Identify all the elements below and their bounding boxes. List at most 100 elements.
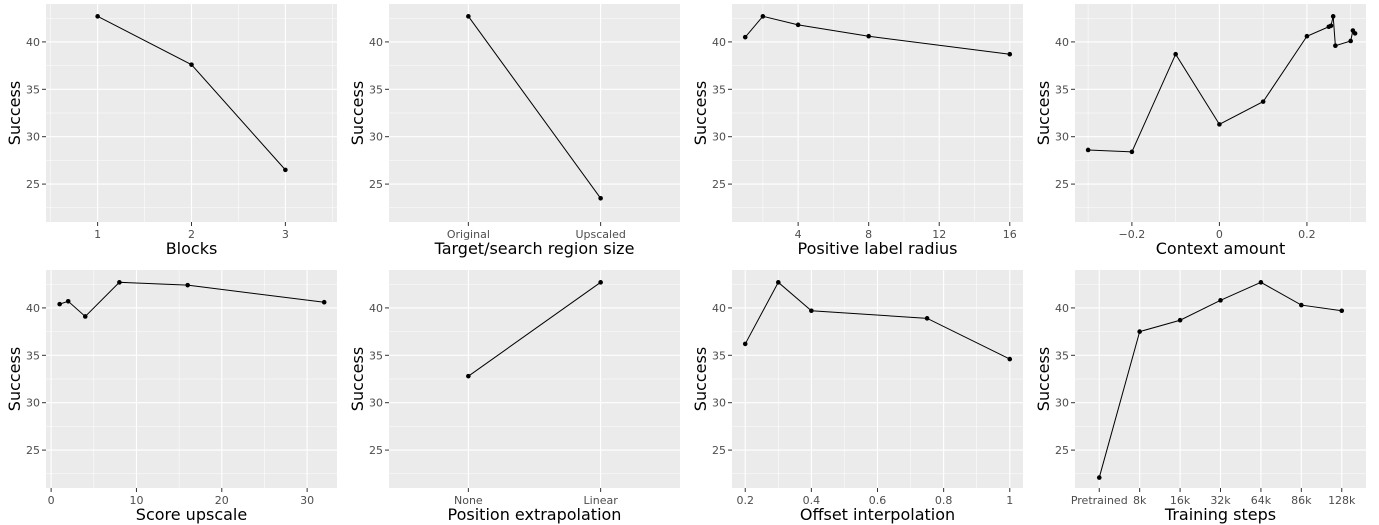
y-tick-label: 30 <box>26 131 40 144</box>
y-tick-label: 30 <box>712 397 726 410</box>
data-point <box>1352 31 1358 36</box>
chart-panel-context-amount: 25 30 35 40 −0.2 0 0.2 Context amount Success <box>1034 4 1366 258</box>
y-tick-label: 35 <box>1055 83 1069 96</box>
x-axis-title: Score upscale <box>136 505 247 524</box>
data-point <box>775 280 781 285</box>
y-axis-title: Success <box>691 347 710 411</box>
x-tick-label: 30 <box>300 494 314 507</box>
data-point <box>283 167 288 173</box>
data-point <box>466 14 471 19</box>
data-point <box>1330 14 1336 19</box>
data-point <box>1299 302 1304 308</box>
y-tick-label: 30 <box>369 131 383 144</box>
data-point <box>598 280 603 285</box>
data-point <box>466 373 471 379</box>
data-point <box>82 314 88 319</box>
x-axis-title: Context amount <box>1156 239 1286 258</box>
y-tick-label: 25 <box>26 178 40 191</box>
data-point <box>117 280 122 285</box>
y-axis-title: Success <box>691 81 710 145</box>
series-line <box>467 16 602 199</box>
y-tick-label: 40 <box>369 36 383 49</box>
y-tick-label: 25 <box>369 444 383 457</box>
x-axis-title: Target/search region size <box>434 239 635 258</box>
y-axis-title: Success <box>5 81 24 145</box>
data-point <box>1096 475 1102 480</box>
x-tick-label: 16 <box>1003 228 1017 241</box>
x-tick-label: 32k <box>1210 494 1231 507</box>
x-axis-title: Blocks <box>166 239 218 258</box>
data-point <box>65 298 71 304</box>
y-tick-label: 25 <box>369 178 383 191</box>
y-axis-title: Success <box>348 347 367 411</box>
y-tick-label: 40 <box>712 302 726 315</box>
data-point <box>1333 43 1338 49</box>
x-tick-label: Original <box>447 228 490 241</box>
x-tick-label: 16k <box>1170 494 1191 507</box>
data-point <box>1258 280 1264 285</box>
chart-panel-offset-interpolation: 25 30 35 40 0.2 0.4 0.6 0.8 1 Offset interpolatio… <box>691 270 1023 524</box>
series-line <box>468 281 601 377</box>
y-tick-label: 25 <box>712 444 726 457</box>
x-tick-label: −0.2 <box>1119 228 1146 241</box>
data-point <box>57 301 62 307</box>
data-point <box>1260 99 1266 104</box>
data-point <box>95 14 100 19</box>
x-axis-title: Training steps <box>1164 505 1276 524</box>
x-tick-label: Pretrained <box>1071 494 1128 507</box>
x-tick-label: 3 <box>282 228 289 241</box>
data-point <box>1137 329 1142 334</box>
y-tick-label: 30 <box>1055 397 1069 410</box>
x-tick-label: 0.6 <box>869 494 887 507</box>
x-tick-label: 2 <box>188 228 195 241</box>
x-axis-title: Offset interpolation <box>800 505 955 524</box>
x-tick-label: 20 <box>215 494 229 507</box>
x-tick-label: 0.2 <box>1298 228 1316 241</box>
data-point <box>1173 51 1178 57</box>
y-tick-label: 30 <box>369 397 383 410</box>
x-tick-label: None <box>454 494 483 507</box>
x-tick-label: 0.8 <box>935 494 953 507</box>
data-point <box>795 22 801 28</box>
x-tick-label: 12 <box>932 228 946 241</box>
x-tick-label: 0 <box>48 494 55 507</box>
y-tick-label: 25 <box>712 178 726 191</box>
y-axis-title: Success <box>1034 81 1053 145</box>
data-point <box>1304 33 1310 39</box>
x-tick-label: 10 <box>129 494 143 507</box>
x-tick-label: 86k <box>1291 494 1312 507</box>
data-point <box>185 282 190 288</box>
data-point <box>1007 51 1013 57</box>
x-tick-label: 8k <box>1133 494 1147 507</box>
data-point <box>1177 317 1183 323</box>
data-point <box>1085 147 1091 153</box>
x-tick-label: Linear <box>584 494 619 507</box>
y-tick-label: 40 <box>369 302 383 315</box>
x-tick-label: 4 <box>795 228 802 241</box>
x-tick-label: Upscaled <box>575 228 625 241</box>
y-tick-label: 40 <box>1055 36 1069 49</box>
data-point <box>742 34 748 40</box>
data-point <box>1129 149 1135 155</box>
data-point <box>1339 308 1345 314</box>
x-axis-title: Positive label radius <box>797 239 957 258</box>
x-tick-label: 64k <box>1251 494 1272 507</box>
y-axis-title: Success <box>1034 347 1053 411</box>
x-axis-title: Position extrapolation <box>448 505 622 524</box>
data-point <box>809 308 814 314</box>
chart-panel-label-radius: 25 30 35 40 4 8 12 16 Positive label radius Succe… <box>691 4 1023 258</box>
y-tick-label: 25 <box>26 444 40 457</box>
data-point <box>598 196 603 201</box>
data-point <box>742 341 748 347</box>
y-tick-label: 25 <box>1055 444 1069 457</box>
y-tick-label: 30 <box>712 131 726 144</box>
y-axis-title: Success <box>348 81 367 145</box>
x-tick-label: 8 <box>865 228 872 241</box>
y-tick-label: 35 <box>26 349 40 362</box>
x-tick-label: 1 <box>1006 494 1013 507</box>
y-tick-label: 40 <box>26 302 40 315</box>
data-point <box>189 62 194 67</box>
y-tick-label: 35 <box>712 349 726 362</box>
